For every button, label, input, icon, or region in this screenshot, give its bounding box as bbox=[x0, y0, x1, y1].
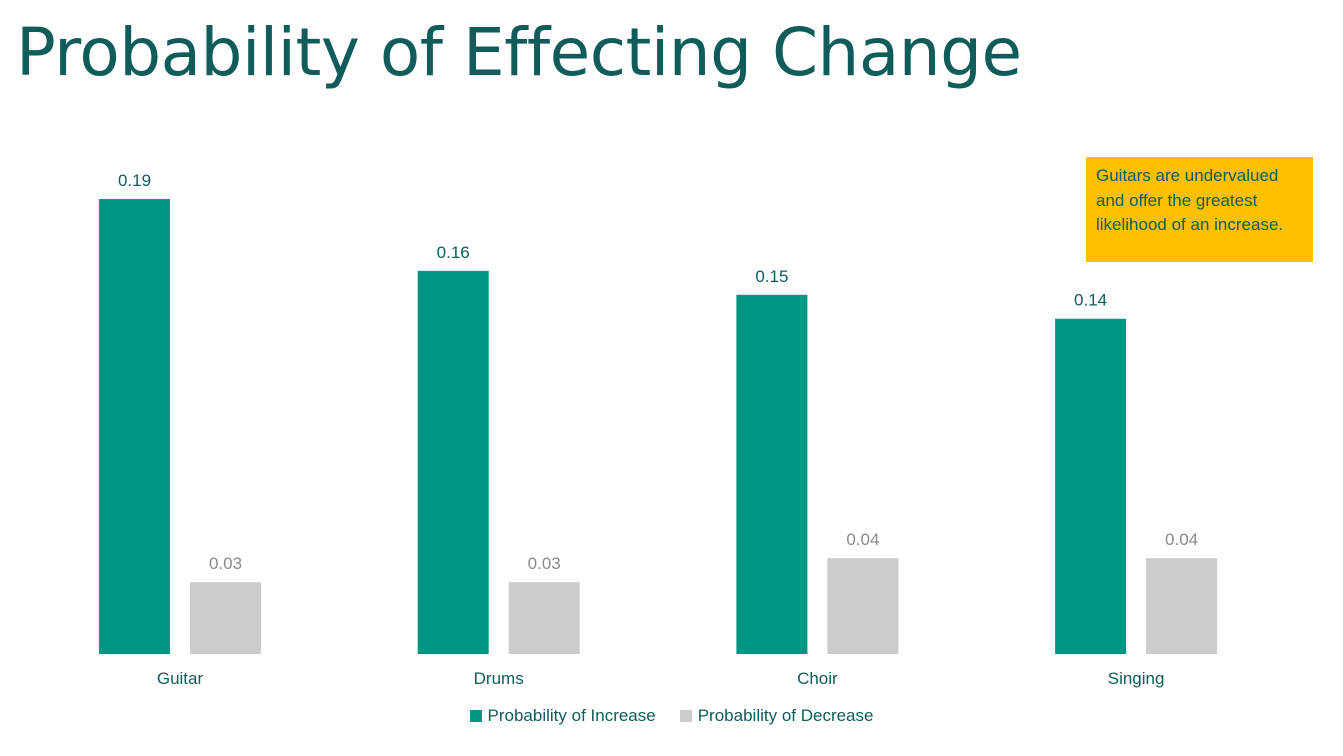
category-label-drums: Drums bbox=[474, 669, 524, 688]
chart-title: Probability of Effecting Change bbox=[16, 14, 1022, 91]
legend-item-increase: Probability of Increase bbox=[469, 706, 656, 726]
legend-label-increase: Probability of Increase bbox=[487, 706, 656, 725]
legend-item-decrease: Probability of Decrease bbox=[679, 706, 874, 726]
bar-increase-guitar bbox=[99, 199, 170, 654]
bar-decrease-drums bbox=[508, 582, 580, 654]
bar-decrease-singing bbox=[1146, 558, 1218, 654]
legend-swatch-decrease bbox=[679, 710, 692, 722]
data-label-decrease-drums: 0.03 bbox=[528, 554, 561, 573]
bar-increase-singing bbox=[1055, 318, 1127, 654]
bar-increase-drums bbox=[417, 270, 489, 654]
callout-text: Guitars are undervalued and offer the gr… bbox=[1096, 166, 1284, 234]
legend-swatch-increase bbox=[469, 710, 482, 722]
category-label-singing: Singing bbox=[1108, 669, 1165, 688]
bar-decrease-choir bbox=[827, 558, 899, 654]
callout-box: Guitars are undervalued and offer the gr… bbox=[1086, 157, 1313, 262]
bar-decrease-guitar bbox=[190, 582, 261, 654]
legend-label-decrease: Probability of Decrease bbox=[697, 706, 874, 725]
data-label-decrease-guitar: 0.03 bbox=[209, 554, 242, 573]
data-label-increase-drums: 0.16 bbox=[437, 243, 470, 262]
data-label-increase-guitar: 0.19 bbox=[118, 171, 151, 190]
data-label-decrease-singing: 0.04 bbox=[1165, 530, 1198, 549]
data-label-decrease-choir: 0.04 bbox=[846, 530, 879, 549]
data-label-increase-choir: 0.15 bbox=[755, 267, 788, 286]
category-label-choir: Choir bbox=[797, 669, 838, 688]
legend: Probability of Increase Probability of D… bbox=[0, 706, 1343, 726]
data-label-increase-singing: 0.14 bbox=[1074, 291, 1107, 310]
bar-increase-choir bbox=[736, 294, 808, 654]
category-label-guitar: Guitar bbox=[157, 669, 204, 688]
